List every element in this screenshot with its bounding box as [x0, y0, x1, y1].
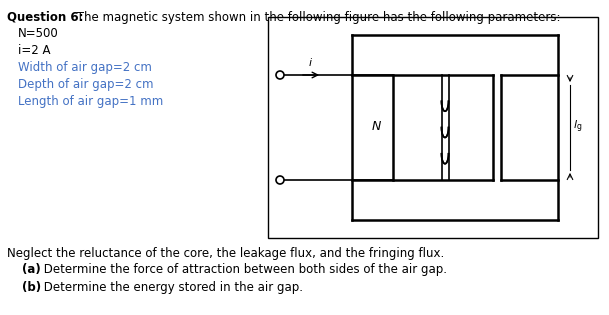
Text: Question 6:: Question 6:	[7, 11, 83, 24]
Text: N: N	[371, 121, 381, 134]
Text: Length of air gap=1 mm: Length of air gap=1 mm	[18, 95, 163, 108]
Text: N=500: N=500	[18, 27, 58, 40]
Text: Determine the energy stored in the air gap.: Determine the energy stored in the air g…	[40, 281, 303, 294]
Text: Determine the force of attraction between both sides of the air gap.: Determine the force of attraction betwee…	[40, 263, 447, 276]
Circle shape	[276, 176, 284, 184]
Text: (b): (b)	[22, 281, 41, 294]
Text: (a): (a)	[22, 263, 41, 276]
Text: $i$: $i$	[309, 56, 314, 68]
Bar	[268, 17, 598, 238]
Text: i=2 A: i=2 A	[18, 44, 51, 57]
Text: Depth of air gap=2 cm: Depth of air gap=2 cm	[18, 78, 153, 91]
Circle shape	[276, 71, 284, 79]
Text: Width of air gap=2 cm: Width of air gap=2 cm	[18, 61, 152, 74]
Text: Neglect the reluctance of the core, the leakage flux, and the fringing flux.: Neglect the reluctance of the core, the …	[7, 247, 444, 260]
Text: The magnetic system shown in the following figure has the following parameters:: The magnetic system shown in the followi…	[73, 11, 560, 24]
Text: $l_{\rm g}$: $l_{\rm g}$	[573, 119, 582, 135]
